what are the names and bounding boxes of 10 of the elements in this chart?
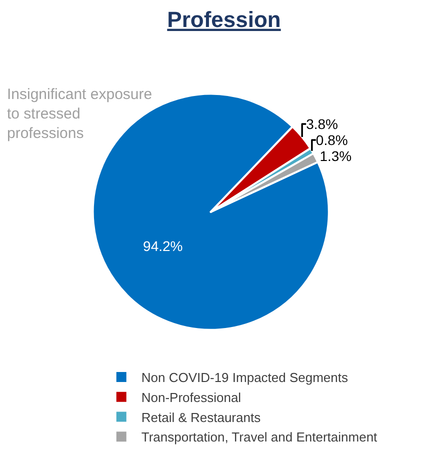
legend-label: Non COVID-19 Impacted Segments bbox=[141, 370, 349, 386]
data-label: 94.2% bbox=[143, 238, 183, 254]
data-label: 0.8% bbox=[316, 132, 348, 148]
text: Insignificant exposure to stressed professions bbox=[7, 86, 152, 142]
data-label: 3.8% bbox=[306, 116, 338, 132]
chart-title: Profession bbox=[167, 6, 281, 32]
legend-label: Transportation, Travel and Entertainment bbox=[141, 430, 378, 445]
legend-label: Non-Professional bbox=[141, 390, 242, 405]
data-label: 1.3% bbox=[320, 148, 352, 164]
legend-label: Retail & Restaurants bbox=[141, 410, 262, 425]
